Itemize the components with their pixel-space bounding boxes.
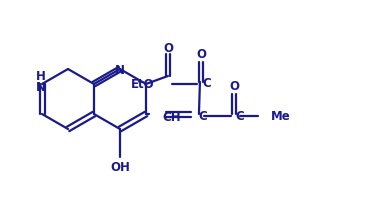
Text: CH: CH	[162, 111, 181, 124]
Text: N: N	[115, 63, 125, 76]
Text: OH: OH	[110, 161, 130, 174]
Text: Me: Me	[271, 110, 291, 123]
Text: H: H	[36, 70, 46, 83]
Text: N: N	[36, 81, 46, 94]
Text: O: O	[163, 41, 173, 54]
Text: O: O	[229, 80, 239, 93]
Text: C: C	[202, 77, 211, 90]
Text: EtO: EtO	[131, 78, 155, 91]
Text: O: O	[196, 48, 206, 61]
Text: C: C	[198, 110, 207, 123]
Text: C: C	[235, 110, 244, 123]
